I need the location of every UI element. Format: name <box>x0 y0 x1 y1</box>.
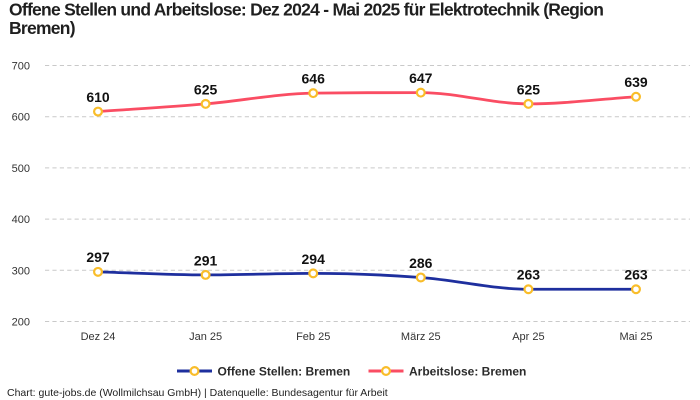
svg-text:647: 647 <box>409 70 433 86</box>
svg-text:400: 400 <box>12 214 30 226</box>
svg-text:625: 625 <box>517 81 541 97</box>
svg-text:646: 646 <box>302 71 326 87</box>
svg-text:Mai 25: Mai 25 <box>619 331 652 343</box>
svg-text:Bremen): Bremen) <box>9 18 75 38</box>
svg-text:700: 700 <box>12 61 30 73</box>
svg-text:263: 263 <box>624 267 648 283</box>
svg-text:Apr 25: Apr 25 <box>512 331 544 343</box>
svg-text:600: 600 <box>12 112 30 124</box>
svg-text:300: 300 <box>12 265 30 277</box>
svg-text:263: 263 <box>517 267 541 283</box>
svg-text:Arbeitslose: Bremen: Arbeitslose: Bremen <box>409 365 526 379</box>
svg-text:639: 639 <box>624 74 648 90</box>
svg-text:Offene Stellen: Bremen: Offene Stellen: Bremen <box>218 365 351 379</box>
svg-text:Jan 25: Jan 25 <box>189 331 222 343</box>
svg-text:200: 200 <box>12 317 30 329</box>
svg-text:286: 286 <box>409 255 433 271</box>
svg-text:294: 294 <box>302 251 326 267</box>
svg-text:291: 291 <box>194 252 218 268</box>
svg-text:Chart: gute-jobs.de (Wollmilch: Chart: gute-jobs.de (Wollmilchsau GmbH) … <box>7 387 388 399</box>
svg-text:500: 500 <box>12 163 30 175</box>
svg-text:Dez 24: Dez 24 <box>81 331 116 343</box>
svg-text:610: 610 <box>86 89 110 105</box>
svg-text:625: 625 <box>194 81 218 97</box>
svg-text:März 25: März 25 <box>401 331 441 343</box>
svg-text:297: 297 <box>86 249 110 265</box>
svg-text:Feb 25: Feb 25 <box>296 331 330 343</box>
svg-text:Offene Stellen und Arbeitslose: Offene Stellen und Arbeitslose: Dez 2024… <box>9 0 603 20</box>
